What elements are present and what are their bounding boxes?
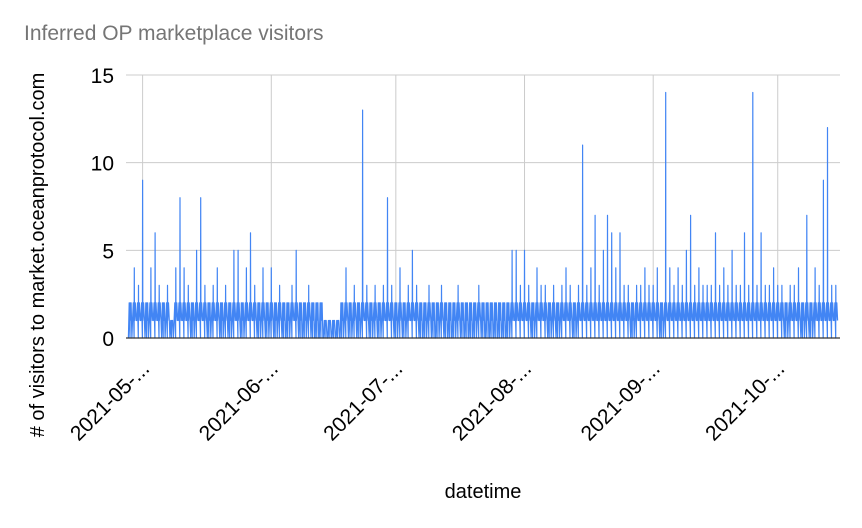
x-tick-label: 2021-06-... [195, 357, 283, 445]
y-tick-label: 10 [91, 153, 114, 176]
y-axis-ticks: 0 5 10 15 [91, 65, 114, 351]
chart-title: Inferred OP marketplace visitors [24, 22, 324, 45]
y-axis-title: # of visitors to market.oceanprotocol.co… [27, 73, 49, 438]
y-tick-label: 5 [102, 240, 114, 263]
x-axis-ticks: 2021-05-... 2021-06-... 2021-07-... 2021-08… [66, 357, 789, 445]
series-layer [127, 91, 839, 339]
y-tick-label: 0 [102, 328, 114, 351]
y-tick-label: 15 [91, 65, 114, 88]
x-tick-label: 2021-09-... [577, 357, 665, 445]
x-tick-label: 2021-05-... [66, 357, 154, 445]
x-tick-label: 2021-08-... [448, 357, 536, 445]
x-tick-label: 2021-07-... [319, 357, 407, 445]
x-axis-title: datetime [445, 481, 522, 503]
gridlines [126, 74, 840, 338]
series-line [127, 91, 839, 339]
x-tick-label: 2021-10-... [701, 357, 789, 445]
